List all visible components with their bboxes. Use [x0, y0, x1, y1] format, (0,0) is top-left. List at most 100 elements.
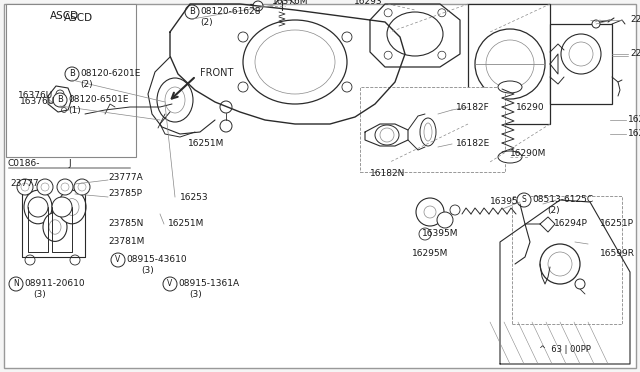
Text: (3): (3) [189, 289, 202, 298]
Ellipse shape [575, 279, 585, 289]
Text: 08915-43610: 08915-43610 [126, 256, 187, 264]
Text: 23785N: 23785N [108, 219, 143, 228]
Text: (2): (2) [81, 80, 93, 89]
Ellipse shape [419, 228, 431, 240]
Ellipse shape [24, 190, 52, 224]
Ellipse shape [37, 179, 53, 195]
Ellipse shape [163, 277, 177, 291]
Text: V: V [168, 279, 173, 289]
Text: 16182F: 16182F [456, 103, 490, 112]
Bar [6, 4, 136, 157]
Ellipse shape [450, 205, 460, 215]
Text: (1): (1) [68, 106, 81, 115]
Ellipse shape [49, 220, 61, 234]
Text: 16295M: 16295M [412, 250, 448, 259]
Text: 16599R: 16599R [600, 250, 635, 259]
Ellipse shape [57, 179, 73, 195]
Ellipse shape [238, 82, 248, 92]
Ellipse shape [592, 20, 600, 28]
Ellipse shape [65, 199, 79, 215]
Text: 16395: 16395 [490, 198, 519, 206]
Ellipse shape [438, 51, 446, 59]
Text: FRONT: FRONT [200, 68, 234, 78]
Ellipse shape [238, 32, 248, 42]
Text: 16376U: 16376U [18, 92, 53, 100]
Text: 23777A: 23777A [108, 173, 143, 182]
Text: N: N [13, 279, 19, 289]
Text: B: B [189, 7, 195, 16]
Ellipse shape [53, 93, 67, 107]
Text: (2): (2) [201, 17, 213, 26]
Text: 08513-6125C: 08513-6125C [532, 196, 593, 205]
Ellipse shape [43, 213, 67, 241]
Text: 16292: 16292 [628, 115, 640, 125]
Text: 16253: 16253 [180, 192, 209, 202]
Ellipse shape [61, 108, 67, 112]
Text: 23777: 23777 [10, 180, 38, 189]
Text: ^  63 | 00PP: ^ 63 | 00PP [539, 346, 591, 355]
Ellipse shape [185, 5, 199, 19]
Text: (3): (3) [141, 266, 154, 275]
Ellipse shape [65, 67, 79, 81]
Text: 08120-6501E: 08120-6501E [68, 96, 129, 105]
Text: 22620: 22620 [630, 49, 640, 58]
Text: C0186-: C0186- [8, 160, 40, 169]
Ellipse shape [56, 90, 64, 98]
Ellipse shape [375, 125, 399, 145]
Ellipse shape [438, 9, 446, 17]
Ellipse shape [498, 81, 522, 93]
Ellipse shape [387, 12, 443, 56]
Text: 08120-61628: 08120-61628 [200, 7, 260, 16]
Text: B: B [57, 96, 63, 105]
Ellipse shape [157, 78, 193, 122]
Bar [360, 87, 505, 172]
Text: ASCD: ASCD [49, 11, 79, 21]
Ellipse shape [498, 151, 522, 163]
Ellipse shape [31, 199, 45, 215]
Ellipse shape [165, 87, 185, 113]
Text: 08915-1361A: 08915-1361A [178, 279, 239, 289]
Ellipse shape [475, 29, 545, 99]
Text: 16293: 16293 [354, 0, 383, 6]
Ellipse shape [569, 42, 593, 66]
Text: V: V [115, 256, 120, 264]
Text: ASCD: ASCD [63, 13, 93, 23]
Ellipse shape [561, 34, 601, 74]
Ellipse shape [52, 197, 72, 217]
Ellipse shape [424, 206, 436, 218]
Ellipse shape [220, 120, 232, 132]
Ellipse shape [384, 51, 392, 59]
Text: 16376M: 16376M [272, 0, 308, 6]
Text: 16290M: 16290M [510, 150, 547, 158]
Text: 16376U: 16376U [20, 97, 55, 106]
Ellipse shape [486, 40, 534, 88]
Text: 08120-6201E: 08120-6201E [80, 70, 140, 78]
Ellipse shape [437, 212, 453, 228]
Ellipse shape [74, 179, 90, 195]
Text: B: B [69, 70, 75, 78]
Ellipse shape [220, 101, 232, 113]
Text: 16290: 16290 [628, 129, 640, 138]
Text: 16251M: 16251M [168, 219, 204, 228]
Text: 16251P: 16251P [600, 219, 634, 228]
Ellipse shape [384, 9, 392, 17]
Text: 16294P: 16294P [554, 219, 588, 228]
Text: 22664A: 22664A [630, 16, 640, 25]
Bar [468, 4, 550, 124]
Ellipse shape [342, 32, 352, 42]
Ellipse shape [111, 253, 125, 267]
Ellipse shape [25, 255, 35, 265]
Ellipse shape [58, 190, 86, 224]
Ellipse shape [540, 244, 580, 284]
Text: 16182N: 16182N [370, 170, 405, 179]
Ellipse shape [517, 193, 531, 207]
Ellipse shape [380, 128, 394, 142]
Text: 16182E: 16182E [456, 140, 490, 148]
Text: 08911-20610: 08911-20610 [24, 279, 84, 289]
Ellipse shape [28, 197, 48, 217]
Ellipse shape [21, 183, 29, 191]
Ellipse shape [59, 101, 65, 107]
Ellipse shape [253, 1, 263, 11]
Text: 16395M: 16395M [422, 230, 458, 238]
Text: 16251M: 16251M [188, 140, 225, 148]
